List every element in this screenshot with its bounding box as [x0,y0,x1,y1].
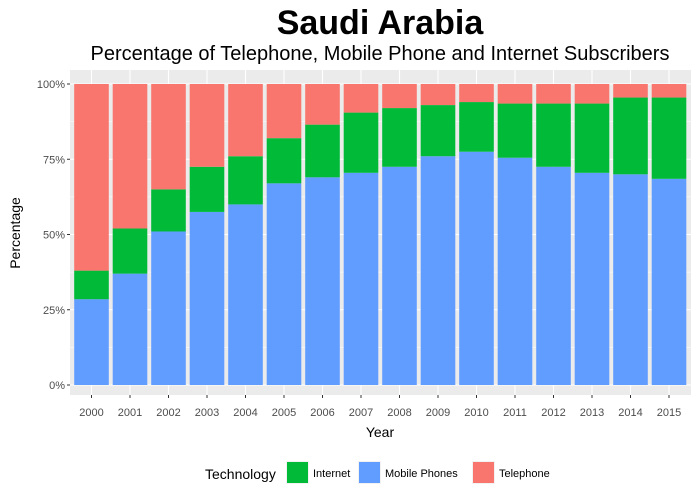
x-tick-label: 2011 [503,407,527,419]
x-tick-label: 2000 [79,407,103,419]
bar-internet-2008 [382,108,417,167]
bar-mobile-phones-2012 [536,166,571,385]
bar-telephone-2010 [459,84,494,103]
bar-telephone-2013 [574,84,610,104]
bar-telephone-2005 [266,84,302,139]
bar-internet-2011 [497,103,533,158]
x-axis-title: Year [366,424,395,440]
bar-telephone-2009 [420,84,456,106]
x-tick-label: 2012 [541,407,565,419]
bar-internet-2001 [112,228,148,274]
x-tick-label: 2005 [272,407,296,419]
x-tick-label: 2001 [118,407,142,419]
bar-mobile-phones-2004 [228,204,263,385]
bar-telephone-2015 [651,84,687,98]
bar-mobile-phones-2005 [266,183,302,385]
bar-telephone-2004 [228,84,263,157]
bar-mobile-phones-2001 [112,273,148,385]
x-tick-label: 2015 [657,407,681,419]
bar-mobile-phones-2014 [613,174,648,385]
bar-telephone-2007 [343,84,379,113]
bar-internet-2005 [266,138,302,184]
legend: Technology Internet Mobile Phones Telephon… [205,461,550,484]
bar-telephone-2014 [613,84,648,98]
x-tick-label: 2009 [426,407,450,419]
bar-internet-2010 [459,102,494,152]
bar-internet-2004 [228,156,263,205]
y-axis-ticks: 0% 25% 50% 75% 100% [37,79,70,392]
legend-swatch-internet [287,462,308,483]
bar-mobile-phones-2010 [459,151,494,385]
bar-telephone-2008 [382,84,417,109]
bar-mobile-phones-2002 [151,231,186,385]
legend-label-mobile-phones: Mobile Phones [385,468,458,480]
bar-telephone-2012 [536,84,571,104]
legend-label-telephone: Telephone [499,468,550,480]
bar-mobile-phones-2015 [651,178,687,385]
legend-swatch-mobile-phones [359,462,380,483]
y-tick-label: 25% [43,305,65,317]
bar-internet-2015 [651,97,687,179]
bar-internet-2014 [613,97,648,175]
bar-mobile-phones-2006 [305,177,340,385]
bar-telephone-2003 [189,84,225,167]
bar-telephone-2000 [74,84,109,271]
x-tick-label: 2003 [195,407,219,419]
bar-mobile-phones-2009 [420,156,456,385]
legend-swatch-telephone [473,462,494,483]
x-tick-label: 2002 [156,407,180,419]
y-tick-label: 100% [37,79,65,91]
bar-internet-2009 [420,105,456,157]
bar-telephone-2006 [305,84,340,125]
bar-telephone-2001 [112,84,148,229]
y-axis-title: Percentage [7,197,23,269]
x-tick-label: 2010 [464,407,488,419]
y-tick-label: 75% [43,154,65,166]
bar-internet-2002 [151,189,186,232]
x-tick-label: 2006 [310,407,334,419]
y-tick-label: 0% [49,380,65,392]
x-tick-label: 2004 [233,407,257,419]
legend-title: Technology [205,466,276,482]
bar-internet-2003 [189,166,225,212]
chart-subtitle: Percentage of Telephone, Mobile Phone an… [91,43,670,65]
bar-mobile-phones-2013 [574,172,610,385]
legend-label-internet: Internet [313,468,350,480]
bar-internet-2012 [536,103,571,167]
bar-internet-2000 [74,270,109,300]
x-tick-label: 2014 [618,407,642,419]
bar-mobile-phones-2003 [189,211,225,385]
x-tick-label: 2007 [349,407,373,419]
bar-mobile-phones-2000 [74,299,109,385]
bars [74,84,687,385]
y-tick-label: 50% [43,230,65,242]
bar-mobile-phones-2007 [343,172,379,385]
bar-internet-2007 [343,112,379,173]
x-tick-label: 2008 [387,407,411,419]
bar-internet-2013 [574,103,610,173]
bar-mobile-phones-2008 [382,166,417,385]
bar-telephone-2011 [497,84,533,104]
bar-internet-2006 [305,124,340,178]
bar-telephone-2002 [151,84,186,190]
x-tick-label: 2013 [580,407,604,419]
x-axis-ticks: 2000 2001 2002 2003 2004 2005 2006 2007 2008 2009… [79,395,681,419]
bar-mobile-phones-2011 [497,157,533,385]
chart-title: Saudi Arabia [277,4,485,42]
